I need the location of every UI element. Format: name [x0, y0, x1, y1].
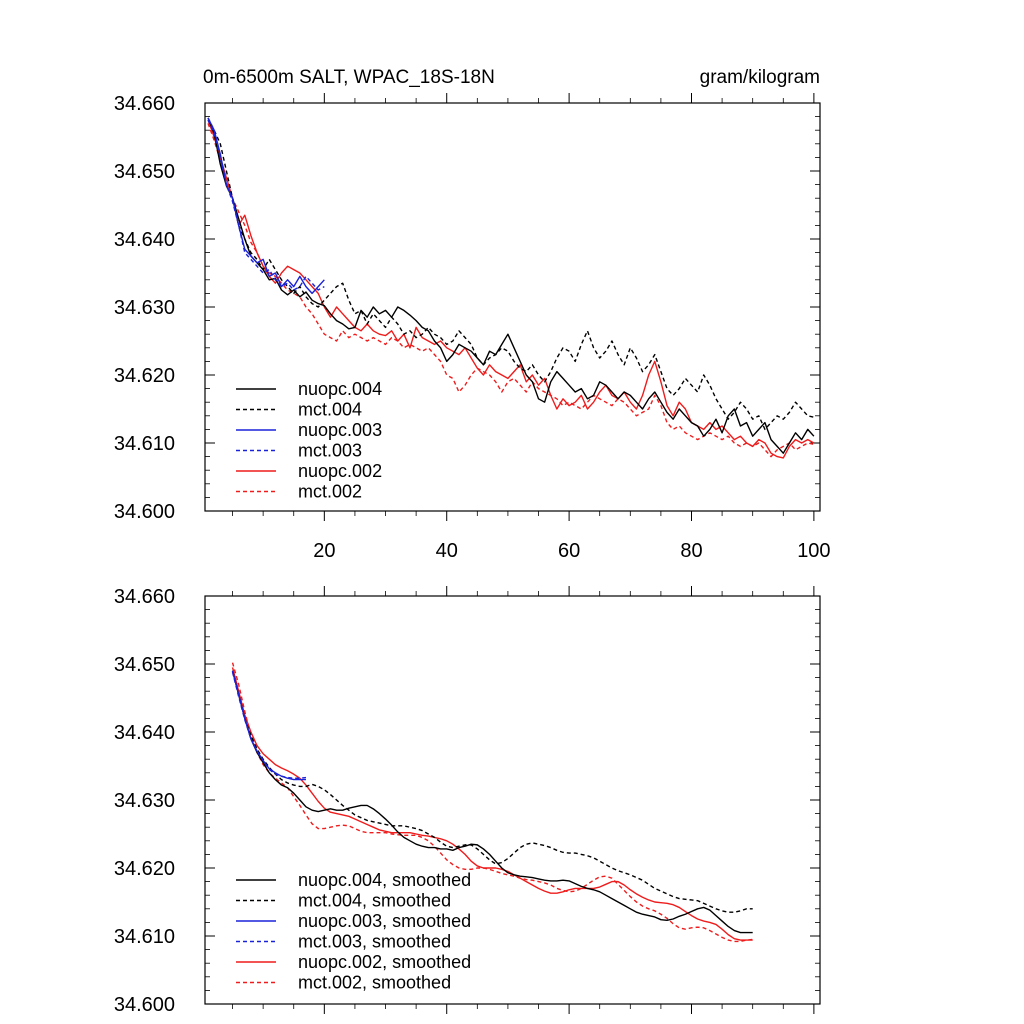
y-tick-label: 34.600: [114, 994, 175, 1016]
y-tick-label: 34.620: [114, 365, 175, 387]
legend-label: mct.002: [298, 482, 362, 502]
y-tick-label: 34.650: [114, 654, 175, 676]
series-line-mct-003-smoothed: [231, 671, 307, 779]
y-tick-label: 34.640: [114, 722, 175, 744]
bottom-plot-frame: [204, 595, 821, 1005]
legend-label: nuopc.002: [298, 461, 382, 481]
legend-label: mct.003, smoothed: [298, 932, 451, 952]
x-tick-label: 40: [436, 540, 458, 562]
x-tick-label: 60: [558, 540, 580, 562]
series-line-nuopc-004-smoothed: [231, 670, 753, 934]
series-line-nuopc-002-smoothed: [231, 667, 753, 941]
top-x-tick-labels: 20 40 60 80 100: [313, 540, 830, 562]
series-line-nuopc-002: [207, 119, 815, 459]
series-line-nuopc-003: [207, 117, 325, 295]
legend-label: nuopc.004: [298, 379, 382, 399]
x-tick-label: 80: [680, 540, 702, 562]
y-tick-label: 34.610: [114, 926, 175, 948]
plot-title: 0m-6500m SALT, WPAC_18S-18N: [203, 67, 495, 88]
x-tick-label: 20: [313, 540, 335, 562]
series-line-mct-004: [207, 117, 815, 431]
top-legend: nuopc.004mct.004nuopc.003mct.003nuopc.00…: [236, 379, 382, 502]
y-tick-label: 34.640: [114, 229, 175, 251]
series-line-mct-002: [207, 123, 815, 458]
bottom-plot-panel: 34.660 34.650 34.640 34.630 34.620 34.610 34.6…: [114, 586, 821, 1016]
legend-label: mct.004, smoothed: [298, 891, 451, 911]
legend-label: nuopc.002, smoothed: [298, 952, 471, 972]
top-y-tick-labels: 34.660 34.650 34.640 34.630 34.620 34.610 34.6…: [114, 93, 175, 523]
legend-label: mct.002, smoothed: [298, 973, 451, 993]
top-plot-panel: 0m-6500m SALT, WPAC_18S-18N gram/kilogra…: [114, 67, 831, 562]
legend-label: nuopc.003: [298, 420, 382, 440]
y-tick-label: 34.620: [114, 858, 175, 880]
y-tick-label: 34.630: [114, 297, 175, 319]
plot-units: gram/kilogram: [700, 67, 820, 88]
bottom-y-tick-labels: 34.660 34.650 34.640 34.630 34.620 34.610 34.6…: [114, 586, 175, 1016]
top-plot-frame: [204, 102, 821, 512]
series-line-mct-004-smoothed: [231, 670, 753, 913]
series-line-nuopc-003-smoothed: [231, 670, 306, 781]
x-tick-label: 100: [797, 540, 830, 562]
legend-label: nuopc.004, smoothed: [298, 870, 471, 890]
legend-label: mct.003: [298, 441, 362, 461]
legend-label: nuopc.003, smoothed: [298, 911, 471, 931]
y-tick-label: 34.610: [114, 433, 175, 455]
y-tick-label: 34.660: [114, 93, 175, 115]
y-tick-label: 34.650: [114, 161, 175, 183]
series-line-nuopc-004: [207, 117, 815, 454]
series-line-mct-002-smoothed: [231, 662, 753, 943]
top-series-lines: [207, 117, 815, 459]
y-tick-label: 34.660: [114, 586, 175, 608]
y-tick-label: 34.600: [114, 501, 175, 523]
bottom-series-lines: [231, 662, 753, 943]
legend-label: mct.004: [298, 400, 362, 420]
y-tick-label: 34.630: [114, 790, 175, 812]
